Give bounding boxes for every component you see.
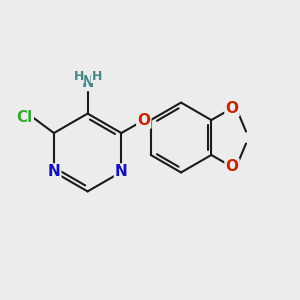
Text: Cl: Cl [16,110,33,125]
Text: N: N [115,164,128,179]
Text: O: O [226,160,238,175]
Text: H: H [74,70,84,83]
Text: N: N [47,164,60,179]
Text: N: N [81,75,94,90]
Text: O: O [226,100,238,116]
Text: O: O [137,112,150,128]
Text: H: H [92,70,102,83]
